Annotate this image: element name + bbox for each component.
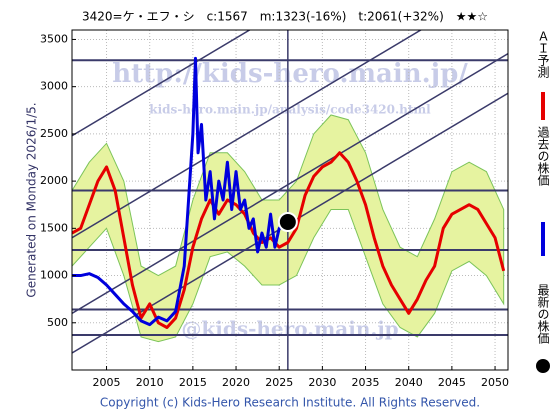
legend-swatch bbox=[536, 359, 550, 373]
x-tick-label: 2050 bbox=[481, 376, 509, 389]
chart-title: 3420=ケ・エフ・シ c:1567 m:1323(-16%) t:2061(+… bbox=[82, 10, 488, 24]
y-tick-label: 2500 bbox=[40, 127, 68, 140]
x-tick-label: 2025 bbox=[265, 376, 293, 389]
x-tick-label: 2035 bbox=[352, 376, 380, 389]
x-tick-label: 2020 bbox=[222, 376, 250, 389]
legend-label: 最新の株価 bbox=[536, 284, 550, 344]
x-tick-label: 2010 bbox=[136, 376, 164, 389]
watermark: kids-hero.main.jp/analysis/code3420.html bbox=[149, 103, 431, 117]
y-tick-label: 1000 bbox=[40, 269, 68, 282]
latest-point bbox=[277, 212, 298, 233]
x-tick-label: 2005 bbox=[93, 376, 121, 389]
x-tick-label: 2030 bbox=[308, 376, 336, 389]
legend-label: 過去の株価 bbox=[536, 126, 550, 186]
y-tick-label: 500 bbox=[47, 316, 68, 329]
side-note: Generated on Monday 2026/1/5. bbox=[25, 102, 39, 297]
y-tick-label: 3000 bbox=[40, 80, 68, 93]
plot-area: http://kids-hero.main.jp/kids-hero.main.… bbox=[72, 30, 508, 370]
y-tick-label: 1500 bbox=[40, 221, 68, 234]
trend-line bbox=[72, 30, 252, 137]
watermark: http://kids-hero.main.jp/ bbox=[112, 59, 468, 89]
legend-label: ＡＩ予測 bbox=[536, 30, 550, 79]
series-line bbox=[72, 56, 289, 327]
x-tick-label: 2040 bbox=[395, 376, 423, 389]
footer: Copyright (c) Kids-Hero Research Institu… bbox=[100, 396, 480, 410]
watermark: @kids-hero.main.jp bbox=[181, 317, 398, 341]
trend-line bbox=[72, 52, 508, 314]
x-tick-label: 2045 bbox=[438, 376, 466, 389]
plot-frame bbox=[71, 29, 509, 371]
y-tick-label: 2000 bbox=[40, 174, 68, 187]
x-tick-label: 2015 bbox=[179, 376, 207, 389]
trend-line bbox=[72, 30, 423, 239]
y-tick-label: 3500 bbox=[40, 32, 68, 45]
series-line bbox=[72, 151, 506, 329]
